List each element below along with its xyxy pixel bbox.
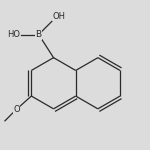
- Text: B: B: [36, 30, 42, 39]
- Text: OH: OH: [53, 12, 66, 21]
- Text: HO: HO: [7, 30, 20, 39]
- Text: O: O: [13, 105, 20, 114]
